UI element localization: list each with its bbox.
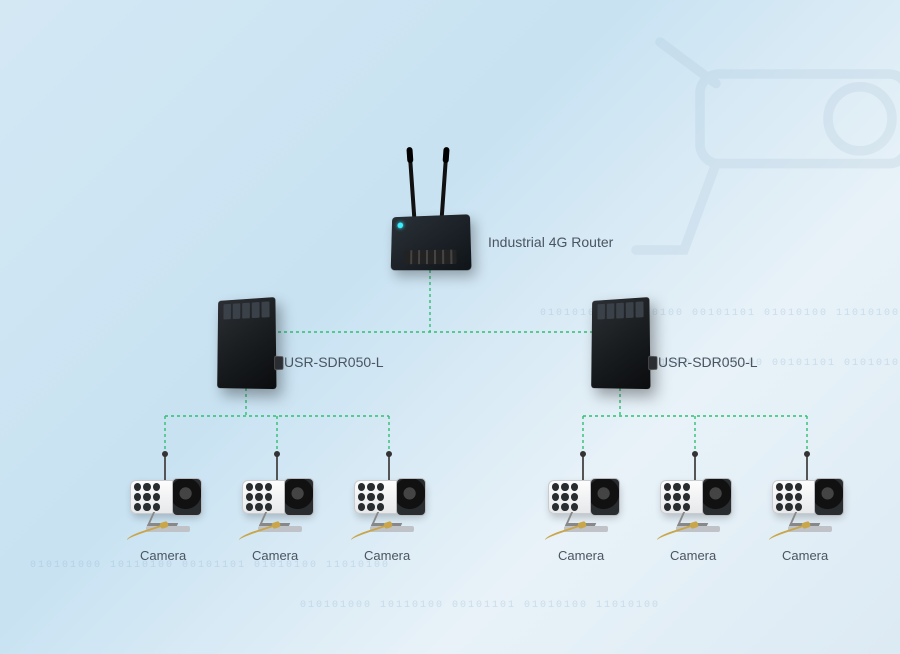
- camera-ir-led-icon: [776, 483, 802, 511]
- router-label: Industrial 4G Router: [488, 234, 613, 250]
- switch-node-left: [216, 298, 276, 388]
- camera-ir-led-icon: [134, 483, 160, 511]
- camera-label: Camera: [558, 548, 604, 563]
- switch-side-port-icon: [274, 356, 283, 370]
- camera-label: Camera: [364, 548, 410, 563]
- camera-lens-icon: [702, 478, 732, 516]
- switch-ports-icon: [223, 301, 269, 319]
- switch-node-right: [590, 298, 650, 388]
- switch-right-label: USR-SDR050-L: [658, 354, 758, 370]
- camera-lens-icon: [814, 478, 844, 516]
- camera-antenna-icon: [806, 454, 808, 482]
- switch-body: [591, 297, 650, 389]
- camera-lens-icon: [284, 478, 314, 516]
- camera-label: Camera: [670, 548, 716, 563]
- connection-wires: [0, 0, 900, 654]
- camera-node: [650, 450, 740, 540]
- switch-side-port-icon: [648, 356, 657, 370]
- camera-label: Camera: [140, 548, 186, 563]
- switch-body: [217, 297, 276, 389]
- camera-node: [762, 450, 852, 540]
- camera-ir-led-icon: [246, 483, 272, 511]
- camera-antenna-icon: [694, 454, 696, 482]
- diagram-canvas: Industrial 4G Router USR-SDR050-L USR-SD…: [0, 0, 900, 654]
- camera-node: [232, 450, 322, 540]
- camera-node: [538, 450, 628, 540]
- router-led-icon: [397, 222, 403, 228]
- camera-label: Camera: [782, 548, 828, 563]
- switch-left-label: USR-SDR050-L: [284, 354, 384, 370]
- camera-node: [344, 450, 434, 540]
- camera-lens-icon: [396, 478, 426, 516]
- camera-lens-icon: [172, 478, 202, 516]
- camera-antenna-icon: [582, 454, 584, 482]
- camera-ir-led-icon: [664, 483, 690, 511]
- switch-ports-icon: [597, 301, 643, 319]
- camera-label: Camera: [252, 548, 298, 563]
- camera-antenna-icon: [164, 454, 166, 482]
- camera-node: [120, 450, 210, 540]
- router-body: [391, 214, 472, 270]
- camera-lens-icon: [590, 478, 620, 516]
- camera-antenna-icon: [388, 454, 390, 482]
- camera-ir-led-icon: [552, 483, 578, 511]
- camera-antenna-icon: [276, 454, 278, 482]
- router-node: [380, 170, 480, 270]
- camera-ir-led-icon: [358, 483, 384, 511]
